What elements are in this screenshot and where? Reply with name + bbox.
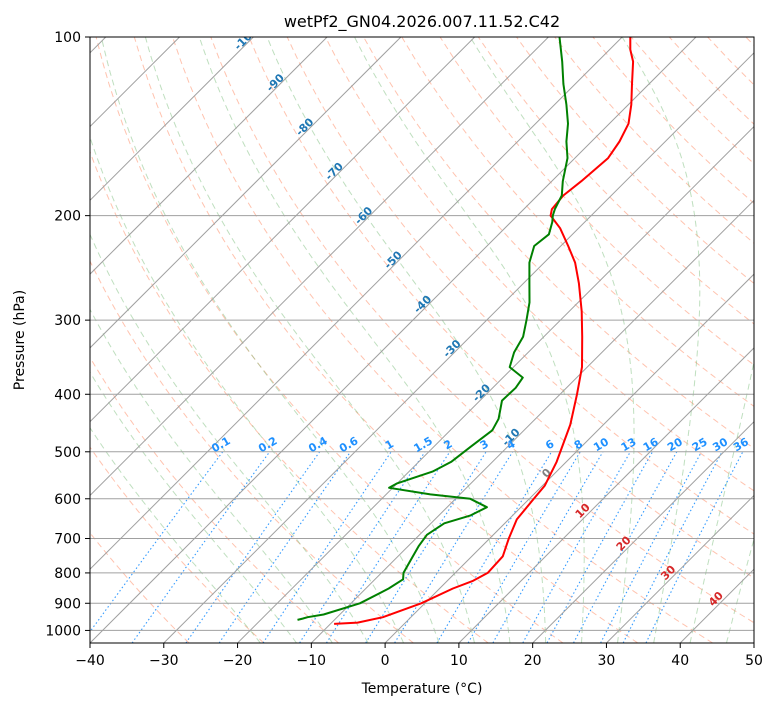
y-tick-label: 100 <box>54 30 81 46</box>
mixing-ratio-line <box>645 451 744 643</box>
moist-adiabat-line <box>621 37 701 643</box>
mixing-ratio-line <box>325 451 451 643</box>
mixing-ratio-line <box>600 451 702 643</box>
mixing-ratio-line <box>218 451 351 643</box>
x-tick-label: 10 <box>450 653 468 669</box>
y-tick-label: 300 <box>54 313 81 329</box>
isotherm-line <box>237 125 754 643</box>
isotherm-line <box>458 347 754 643</box>
mixing-ratio-line <box>299 451 426 643</box>
mixing-ratio-line <box>131 451 271 643</box>
moist-adiabat-line <box>354 37 585 643</box>
dry-adiabat-line <box>210 37 754 624</box>
mixing-ratio-line <box>185 451 321 643</box>
x-tick-label: −10 <box>297 653 327 669</box>
x-tick-label: −20 <box>223 653 253 669</box>
dry-adiabat-line <box>248 37 754 579</box>
moist-adiabat-line <box>726 537 754 643</box>
y-tick-label: 1000 <box>45 623 81 639</box>
isotherm-line <box>90 37 476 423</box>
moist-adiabat-line <box>100 37 440 643</box>
dewpoint-profile-line <box>297 37 569 621</box>
moist-adiabat-line <box>90 426 261 643</box>
isotherm-line <box>384 273 754 643</box>
moist-adiabat-line <box>90 135 405 643</box>
dry-adiabat-line <box>324 37 754 492</box>
moist-adiabat-line <box>90 308 333 643</box>
dry-adiabat-line <box>90 356 339 643</box>
isotherm-line <box>532 420 754 643</box>
isotherm-line <box>90 37 328 275</box>
x-tick-label: 0 <box>381 653 390 669</box>
isotherm-line <box>606 494 754 643</box>
moist-adiabat-line <box>469 37 635 643</box>
y-tick-label: 600 <box>54 492 81 508</box>
mixing-ratio-line <box>365 451 487 643</box>
dry-adiabat-line <box>90 446 265 643</box>
chart-title: wetPf2_GN04.2026.007.11.52.C42 <box>284 12 560 32</box>
isotherm-line <box>90 37 254 202</box>
x-tick-label: 40 <box>671 653 689 669</box>
y-tick-label: 500 <box>54 445 81 461</box>
isotherm-line <box>90 37 549 497</box>
mixing-ratio-line <box>262 451 392 643</box>
dry-adiabat-line <box>133 37 639 643</box>
moist-adiabat-line <box>90 371 297 643</box>
dry-adiabat-line <box>286 37 754 535</box>
mixing-ratio-line <box>436 451 553 643</box>
x-tick-label: 50 <box>745 653 763 669</box>
dry-adiabat-line <box>90 259 414 643</box>
y-axis-label: Pressure (hPa) <box>12 290 28 390</box>
dry-adiabat-line <box>516 37 754 285</box>
moist-adiabat-line <box>266 37 547 643</box>
dry-adiabat-line <box>172 37 713 643</box>
temperature-profile-line <box>334 37 635 625</box>
x-tick-label: −30 <box>149 653 179 669</box>
x-tick-label: 20 <box>524 653 542 669</box>
mixing-ratio-line <box>546 451 653 643</box>
x-axis-label: Temperature (°C) <box>361 681 483 697</box>
isotherm-line <box>753 642 754 643</box>
dry-adiabat-line <box>95 37 564 643</box>
isotherm-line <box>90 37 402 349</box>
x-tick-label: 30 <box>598 653 616 669</box>
isotherm-line <box>90 37 623 570</box>
plot-frame <box>89 36 755 644</box>
y-tick-label: 400 <box>54 387 81 403</box>
mixing-ratio-line <box>90 451 224 633</box>
y-tick-label: 700 <box>54 532 81 548</box>
mixing-ratio-line <box>573 451 678 643</box>
moist-adiabat-line <box>144 37 475 643</box>
isotherm-line <box>310 199 754 643</box>
moist-adiabat-line <box>90 233 369 643</box>
moist-adiabat-line <box>689 359 754 643</box>
isotherm-line <box>163 52 754 643</box>
moist-adiabat-line <box>198 37 511 643</box>
y-tick-label: 800 <box>54 566 81 582</box>
y-tick-label: 200 <box>54 209 81 225</box>
dry-adiabat-line <box>477 37 754 325</box>
x-tick-label: −40 <box>75 653 105 669</box>
mixing-ratio-line <box>522 451 631 643</box>
isotherm-line <box>90 37 697 643</box>
y-tick-label: 900 <box>54 596 81 612</box>
